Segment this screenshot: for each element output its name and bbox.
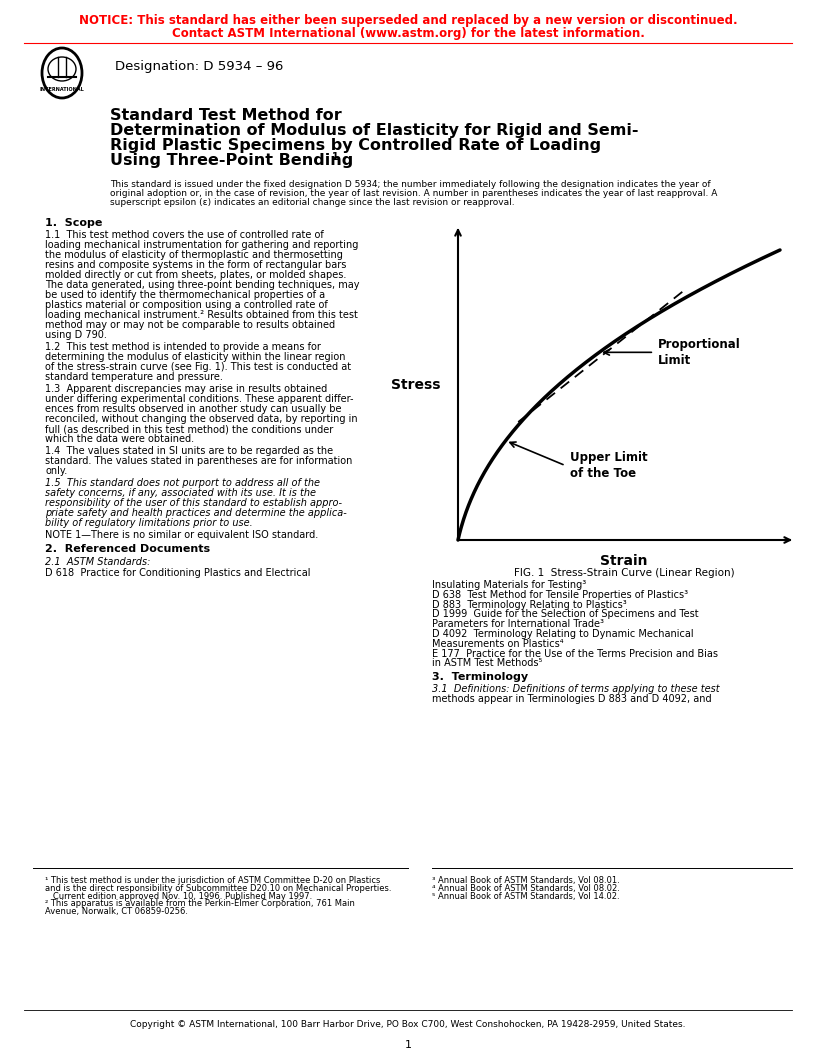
Text: Copyright © ASTM International, 100 Barr Harbor Drive, PO Box C700, West Conshoh: Copyright © ASTM International, 100 Barr…: [131, 1020, 685, 1029]
Text: Proportional
Limit: Proportional Limit: [659, 338, 741, 366]
Text: Determination of Modulus of Elasticity for Rigid and Semi-: Determination of Modulus of Elasticity f…: [110, 122, 638, 138]
Text: 1: 1: [405, 1040, 411, 1050]
Text: standard temperature and pressure.: standard temperature and pressure.: [45, 372, 223, 382]
Text: 3.  Terminology: 3. Terminology: [432, 673, 528, 682]
Text: loading mechanical instrument.² Results obtained from this test: loading mechanical instrument.² Results …: [45, 310, 358, 320]
Text: 1.4  The values stated in SI units are to be regarded as the: 1.4 The values stated in SI units are to…: [45, 446, 333, 456]
Text: Designation: D 5934 – 96: Designation: D 5934 – 96: [115, 60, 283, 73]
Text: and is the direct responsibility of Subcommittee D20.10 on Mechanical Properties: and is the direct responsibility of Subc…: [45, 884, 392, 892]
Text: standard. The values stated in parentheses are for information: standard. The values stated in parenthes…: [45, 456, 353, 466]
Text: Measurements on Plastics⁴: Measurements on Plastics⁴: [432, 639, 564, 648]
Text: only.: only.: [45, 466, 67, 476]
Text: This standard is issued under the fixed designation D 5934; the number immediate: This standard is issued under the fixed …: [110, 180, 711, 189]
Text: 1: 1: [332, 152, 339, 162]
Text: responsibility of the user of this standard to establish appro-: responsibility of the user of this stand…: [45, 498, 342, 508]
Text: D 883  Terminology Relating to Plastics³: D 883 Terminology Relating to Plastics³: [432, 600, 627, 609]
Text: Upper Limit
of the Toe: Upper Limit of the Toe: [570, 451, 647, 480]
Text: method may or may not be comparable to results obtained: method may or may not be comparable to r…: [45, 320, 335, 329]
Text: safety concerns, if any, associated with its use. It is the: safety concerns, if any, associated with…: [45, 488, 316, 498]
Text: priate safety and health practices and determine the applica-: priate safety and health practices and d…: [45, 508, 347, 518]
Text: which the data were obtained.: which the data were obtained.: [45, 434, 194, 444]
Text: D 618  Practice for Conditioning Plastics and Electrical: D 618 Practice for Conditioning Plastics…: [45, 568, 311, 578]
Text: ³ Annual Book of ASTM Standards, Vol 08.01.: ³ Annual Book of ASTM Standards, Vol 08.…: [432, 876, 619, 885]
Text: the modulus of elasticity of thermoplastic and thermosetting: the modulus of elasticity of thermoplast…: [45, 250, 343, 260]
Text: NOTE 1—There is no similar or equivalent ISO standard.: NOTE 1—There is no similar or equivalent…: [45, 530, 318, 540]
Text: 1.5  This standard does not purport to address all of the: 1.5 This standard does not purport to ad…: [45, 478, 320, 488]
Text: plastics material or composition using a controlled rate of: plastics material or composition using a…: [45, 300, 328, 310]
Text: ⁴ Annual Book of ASTM Standards, Vol 08.02.: ⁴ Annual Book of ASTM Standards, Vol 08.…: [432, 884, 620, 892]
Text: in ASTM Test Methods⁵: in ASTM Test Methods⁵: [432, 658, 543, 668]
Text: 1.3  Apparent discrepancies may arise in results obtained: 1.3 Apparent discrepancies may arise in …: [45, 384, 327, 394]
Text: 2.1  ASTM Standards:: 2.1 ASTM Standards:: [45, 557, 150, 567]
Text: FIG. 1  Stress-Strain Curve (Linear Region): FIG. 1 Stress-Strain Curve (Linear Regio…: [514, 568, 734, 578]
Text: full (as described in this test method) the conditions under: full (as described in this test method) …: [45, 425, 333, 434]
Text: The data generated, using three-point bending techniques, may: The data generated, using three-point be…: [45, 280, 360, 290]
Text: determining the modulus of elasticity within the linear region: determining the modulus of elasticity wi…: [45, 352, 345, 362]
Text: INTERNATIONAL: INTERNATIONAL: [40, 87, 84, 92]
Text: Using Three-Point Bending: Using Three-Point Bending: [110, 153, 353, 168]
Text: D 4092  Terminology Relating to Dynamic Mechanical: D 4092 Terminology Relating to Dynamic M…: [432, 629, 694, 639]
Text: original adoption or, in the case of revision, the year of last revision. A numb: original adoption or, in the case of rev…: [110, 189, 717, 199]
Text: Rigid Plastic Specimens by Controlled Rate of Loading: Rigid Plastic Specimens by Controlled Ra…: [110, 138, 601, 153]
Text: E 177  Practice for the Use of the Terms Precision and Bias: E 177 Practice for the Use of the Terms …: [432, 648, 718, 659]
Text: 2.  Referenced Documents: 2. Referenced Documents: [45, 544, 211, 554]
Text: molded directly or cut from sheets, plates, or molded shapes.: molded directly or cut from sheets, plat…: [45, 270, 346, 280]
Text: using D 790.: using D 790.: [45, 329, 107, 340]
Text: reconciled, without changing the observed data, by reporting in: reconciled, without changing the observe…: [45, 414, 357, 425]
Text: Avenue, Norwalk, CT 06859-0256.: Avenue, Norwalk, CT 06859-0256.: [45, 907, 188, 917]
Text: of the stress-strain curve (see Fig. 1). This test is conducted at: of the stress-strain curve (see Fig. 1).…: [45, 362, 351, 372]
Text: 1.2  This test method is intended to provide a means for: 1.2 This test method is intended to prov…: [45, 342, 321, 352]
Text: ² This apparatus is available from the Perkin-Elmer Corporation, 761 Main: ² This apparatus is available from the P…: [45, 900, 355, 908]
Text: 3.1  ​Definitions:​ Definitions of terms applying to these test: 3.1 ​Definitions:​ Definitions of terms …: [432, 684, 720, 694]
Text: bility of regulatory limitations prior to use.: bility of regulatory limitations prior t…: [45, 518, 253, 528]
Text: ences from results observed in another study can usually be: ences from results observed in another s…: [45, 404, 342, 414]
Text: Contact ASTM International (www.astm.org) for the latest information.: Contact ASTM International (www.astm.org…: [171, 27, 645, 40]
Text: Parameters for International Trade³: Parameters for International Trade³: [432, 619, 604, 629]
Text: resins and composite systems in the form of rectangular bars: resins and composite systems in the form…: [45, 260, 346, 270]
Text: be used to identify the thermomechanical properties of a: be used to identify the thermomechanical…: [45, 290, 325, 300]
Text: under differing experimental conditions. These apparent differ-: under differing experimental conditions.…: [45, 394, 353, 404]
Text: Current edition approved Nov. 10, 1996. Published May 1997.: Current edition approved Nov. 10, 1996. …: [45, 891, 313, 901]
Text: Strain: Strain: [601, 554, 648, 568]
Text: NOTICE: This standard has either been superseded and replaced by a new version o: NOTICE: This standard has either been su…: [78, 14, 738, 27]
Text: 1.1  This test method covers the use of controlled rate of: 1.1 This test method covers the use of c…: [45, 230, 324, 240]
Text: ¹ This test method is under the jurisdiction of ASTM Committee D-20 on Plastics: ¹ This test method is under the jurisdic…: [45, 876, 380, 885]
Text: 1.  Scope: 1. Scope: [45, 218, 102, 228]
Text: methods appear in Terminologies D 883 and D 4092, and: methods appear in Terminologies D 883 an…: [432, 694, 712, 704]
Text: D 1999  Guide for the Selection of Specimens and Test: D 1999 Guide for the Selection of Specim…: [432, 609, 698, 620]
Text: D 638  Test Method for Tensile Properties of Plastics³: D 638 Test Method for Tensile Properties…: [432, 590, 688, 600]
Text: Insulating Materials for Testing³: Insulating Materials for Testing³: [432, 580, 586, 590]
Text: Stress: Stress: [391, 378, 440, 392]
Text: Standard Test Method for: Standard Test Method for: [110, 108, 342, 122]
Text: loading mechanical instrumentation for gathering and reporting: loading mechanical instrumentation for g…: [45, 240, 358, 250]
Text: superscript epsilon (ε) indicates an editorial change since the last revision or: superscript epsilon (ε) indicates an edi…: [110, 199, 515, 207]
Text: ⁵ Annual Book of ASTM Standards, Vol 14.02.: ⁵ Annual Book of ASTM Standards, Vol 14.…: [432, 891, 619, 901]
